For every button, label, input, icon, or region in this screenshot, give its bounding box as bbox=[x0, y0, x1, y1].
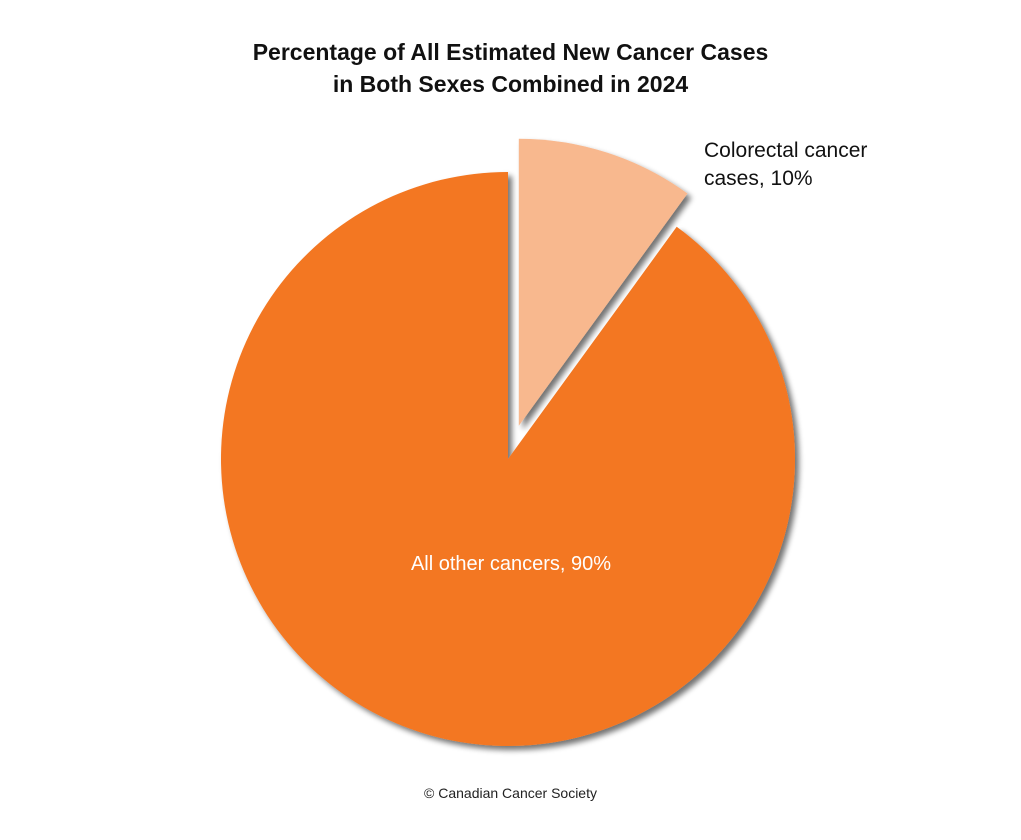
pie-slices bbox=[221, 138, 796, 747]
colorectal-slice bbox=[518, 138, 688, 426]
chart-title-line-1: Percentage of All Estimated New Cancer C… bbox=[252, 39, 769, 65]
chart-title-line-2: in Both Sexes Combined in 2024 bbox=[332, 71, 689, 97]
chart-title: Percentage of All Estimated New Cancer C… bbox=[0, 36, 1021, 100]
all-other-cancers-slice bbox=[221, 172, 796, 747]
colorectal-slice-label: Colorectal cancer cases, 10% bbox=[704, 137, 867, 193]
colorectal-label-line-1: Colorectal cancer bbox=[704, 139, 868, 162]
copyright-credit: © Canadian Cancer Society bbox=[424, 785, 597, 801]
other-cancers-slice-label: All other cancers, 90% bbox=[410, 553, 612, 575]
colorectal-label-line-2: cases, 10% bbox=[704, 167, 813, 190]
